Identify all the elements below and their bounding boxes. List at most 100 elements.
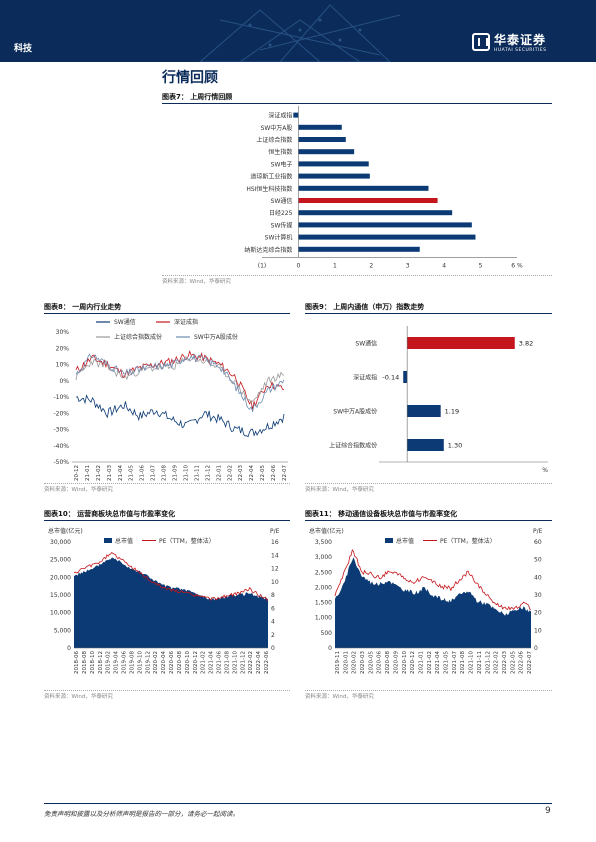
- fig9-data-label: 1.30: [448, 442, 462, 450]
- fig7-category-label: 道琼斯工业指数: [250, 173, 292, 181]
- fig9-bar: [403, 371, 408, 383]
- fig10-x-tick: 2020-12: [193, 651, 199, 674]
- fig11-legend-label: PE（TTM，整体法）: [440, 537, 496, 545]
- fig8-series-line: [75, 353, 285, 412]
- fig8-y-tick: -10%: [53, 394, 69, 401]
- fig11-x-tick: 2021-01: [418, 651, 424, 674]
- fig8-x-tick: 2022-05: [260, 465, 266, 481]
- fig9-title: 图表9： 上周内通信（申万）指数走势: [305, 303, 425, 311]
- fig7-category-label: SW计算机: [265, 234, 293, 242]
- fig8-x-tick: 2021-08: [162, 465, 168, 481]
- fig10-x-tick: 2019-02: [106, 651, 112, 674]
- fig7-tick-label: 5: [479, 262, 483, 269]
- fig7-tick-label: 4: [442, 262, 446, 269]
- fig10-y-right-tick: 12: [271, 566, 279, 573]
- fig10-y-right-tick: 14: [271, 552, 279, 559]
- fig9-bar: [407, 337, 515, 349]
- fig9-bar: [407, 439, 444, 451]
- fig11-legend-label: 总市值: [396, 537, 414, 545]
- fig10-y-left-tick: 20,000: [50, 574, 71, 581]
- fig10-x-tick: 2022-04: [256, 651, 262, 674]
- fig11-x-tick: 2021-02: [427, 651, 433, 674]
- fig8-y-tick: -20%: [53, 410, 69, 417]
- fig11-chart: 总市值(亿元) P/E 总市值 PE（TTM，整体法） 3,500 3,000 2,500 2…: [309, 527, 543, 674]
- fig11-y-right-tick: 50: [534, 557, 542, 564]
- fig11-x-tick: 2020-09: [393, 651, 399, 674]
- fig11-y-right-tick: 0: [534, 645, 538, 652]
- fig8-x-tick: 2022-01: [216, 465, 222, 481]
- fig11-x-tick: 2021-11: [477, 651, 483, 674]
- fig7-category-label: HSI恒生科技指数: [246, 185, 292, 193]
- header-pattern: [199, 4, 401, 62]
- fig9-category-label: SW通信: [355, 340, 377, 348]
- fig11-x-tick: 2020-01: [343, 651, 349, 674]
- fig9-category-label: SW中万A股成份: [333, 408, 377, 416]
- fig11-x-tick: 2021-05: [444, 651, 450, 674]
- fig8-x-tick: 2021-03: [107, 465, 113, 481]
- fig11-y-right-tick: 30: [534, 592, 542, 599]
- fig7-bar: [293, 112, 299, 118]
- fig11-x-tick: 2020-12: [410, 651, 416, 674]
- fig11-x-tick: 2022-07: [527, 651, 533, 674]
- page-number: 9: [545, 806, 551, 816]
- fig7-bar: [298, 234, 476, 240]
- fig8-x-tick: 2022-03: [238, 465, 244, 481]
- fig11-y-right-tick: 20: [534, 610, 542, 617]
- fig11-x-tick: 2020-05: [368, 651, 374, 674]
- fig7-tick-label: (1): [258, 262, 267, 269]
- fig10-left-axis-title: 总市值(亿元): [48, 527, 83, 535]
- brand-logo: 华泰证券 HUATAI SECURITIES: [472, 31, 547, 53]
- fig11-x-tick: 2021-12: [485, 651, 491, 674]
- fig11-y-left-tick: 3,000: [315, 554, 332, 561]
- fig7-bar: [298, 161, 369, 167]
- fig11-x-tick: 2020-03: [360, 651, 366, 674]
- fig8-x-tick: 2021-02: [96, 465, 102, 481]
- fig8-x-tick: 2021-06: [140, 465, 146, 481]
- fig11-y-left-tick: 500: [321, 630, 333, 637]
- fig8-legend-label: SW中万A股成份: [194, 333, 238, 341]
- fig8-legend-label: SW通信: [114, 318, 136, 326]
- fig8-x-tick: 2021-12: [205, 465, 211, 481]
- fig9-data-label: -0.14: [382, 374, 399, 382]
- fig10-legend-label: 总市值: [115, 537, 133, 545]
- fig11-x-tick: 2022-05: [510, 651, 516, 674]
- fig7-category-label: 深证成指: [268, 112, 292, 120]
- fig8-series-line: [75, 394, 285, 438]
- fig10-pe-line: [73, 551, 269, 601]
- fig11-legend-swatch: [385, 538, 393, 543]
- fig11-mcap-area: [335, 557, 531, 648]
- fig10-x-tick: 2021-12: [240, 651, 246, 674]
- fig7-category-label: 纳斯达克综合指数: [244, 246, 292, 254]
- fig11-y-left-tick: 3,500: [315, 539, 332, 546]
- fig10-x-tick: 2019-12: [145, 651, 151, 674]
- fig10-x-tick: 2021-06: [217, 651, 223, 674]
- fig10-x-tick: 2019-04: [114, 651, 120, 674]
- fig10-x-tick: 2021-10: [232, 651, 238, 674]
- fig11-y-right-tick: 10: [534, 627, 542, 634]
- fig8-legend-label: 深证成指: [174, 318, 198, 326]
- fig8-x-tick: 2021-04: [118, 465, 124, 481]
- fig9-unit-label: %: [542, 467, 548, 474]
- fig11-source: 资料来源：Wind，华泰研究: [305, 694, 374, 700]
- fig9-source: 资料来源：Wind，华泰研究: [305, 487, 374, 493]
- fig11-x-tick: 2021-10: [469, 651, 475, 674]
- fig8-y-tick: -40%: [53, 443, 69, 450]
- fig7-bar: [298, 185, 429, 191]
- fig10-x-tick: 2020-04: [161, 651, 167, 674]
- fig11-x-tick: 2020-08: [385, 651, 391, 674]
- fig11-x-tick: 2021-07: [452, 651, 458, 674]
- fig10-y-left-tick: 25,000: [50, 557, 71, 564]
- fig9-category-label: 上证综合指数成份: [329, 442, 377, 450]
- fig7-title: 图表7： 上周行情回顾: [162, 93, 233, 101]
- fig7-bar: [298, 149, 355, 155]
- fig10-x-tick: 2021-02: [201, 651, 207, 674]
- fig7-bar: [298, 246, 420, 252]
- fig8-legend-label: 上证综合指数成份: [114, 333, 162, 341]
- fig8-y-tick: 0%: [59, 378, 69, 385]
- fig10-y-right-tick: 0: [271, 645, 275, 652]
- fig11-x-tick: 2022-03: [502, 651, 508, 674]
- fig9-rule: [305, 313, 552, 314]
- fig7-category-label: SW电子: [271, 160, 293, 168]
- fig7-category-label: SW传媒: [271, 221, 293, 229]
